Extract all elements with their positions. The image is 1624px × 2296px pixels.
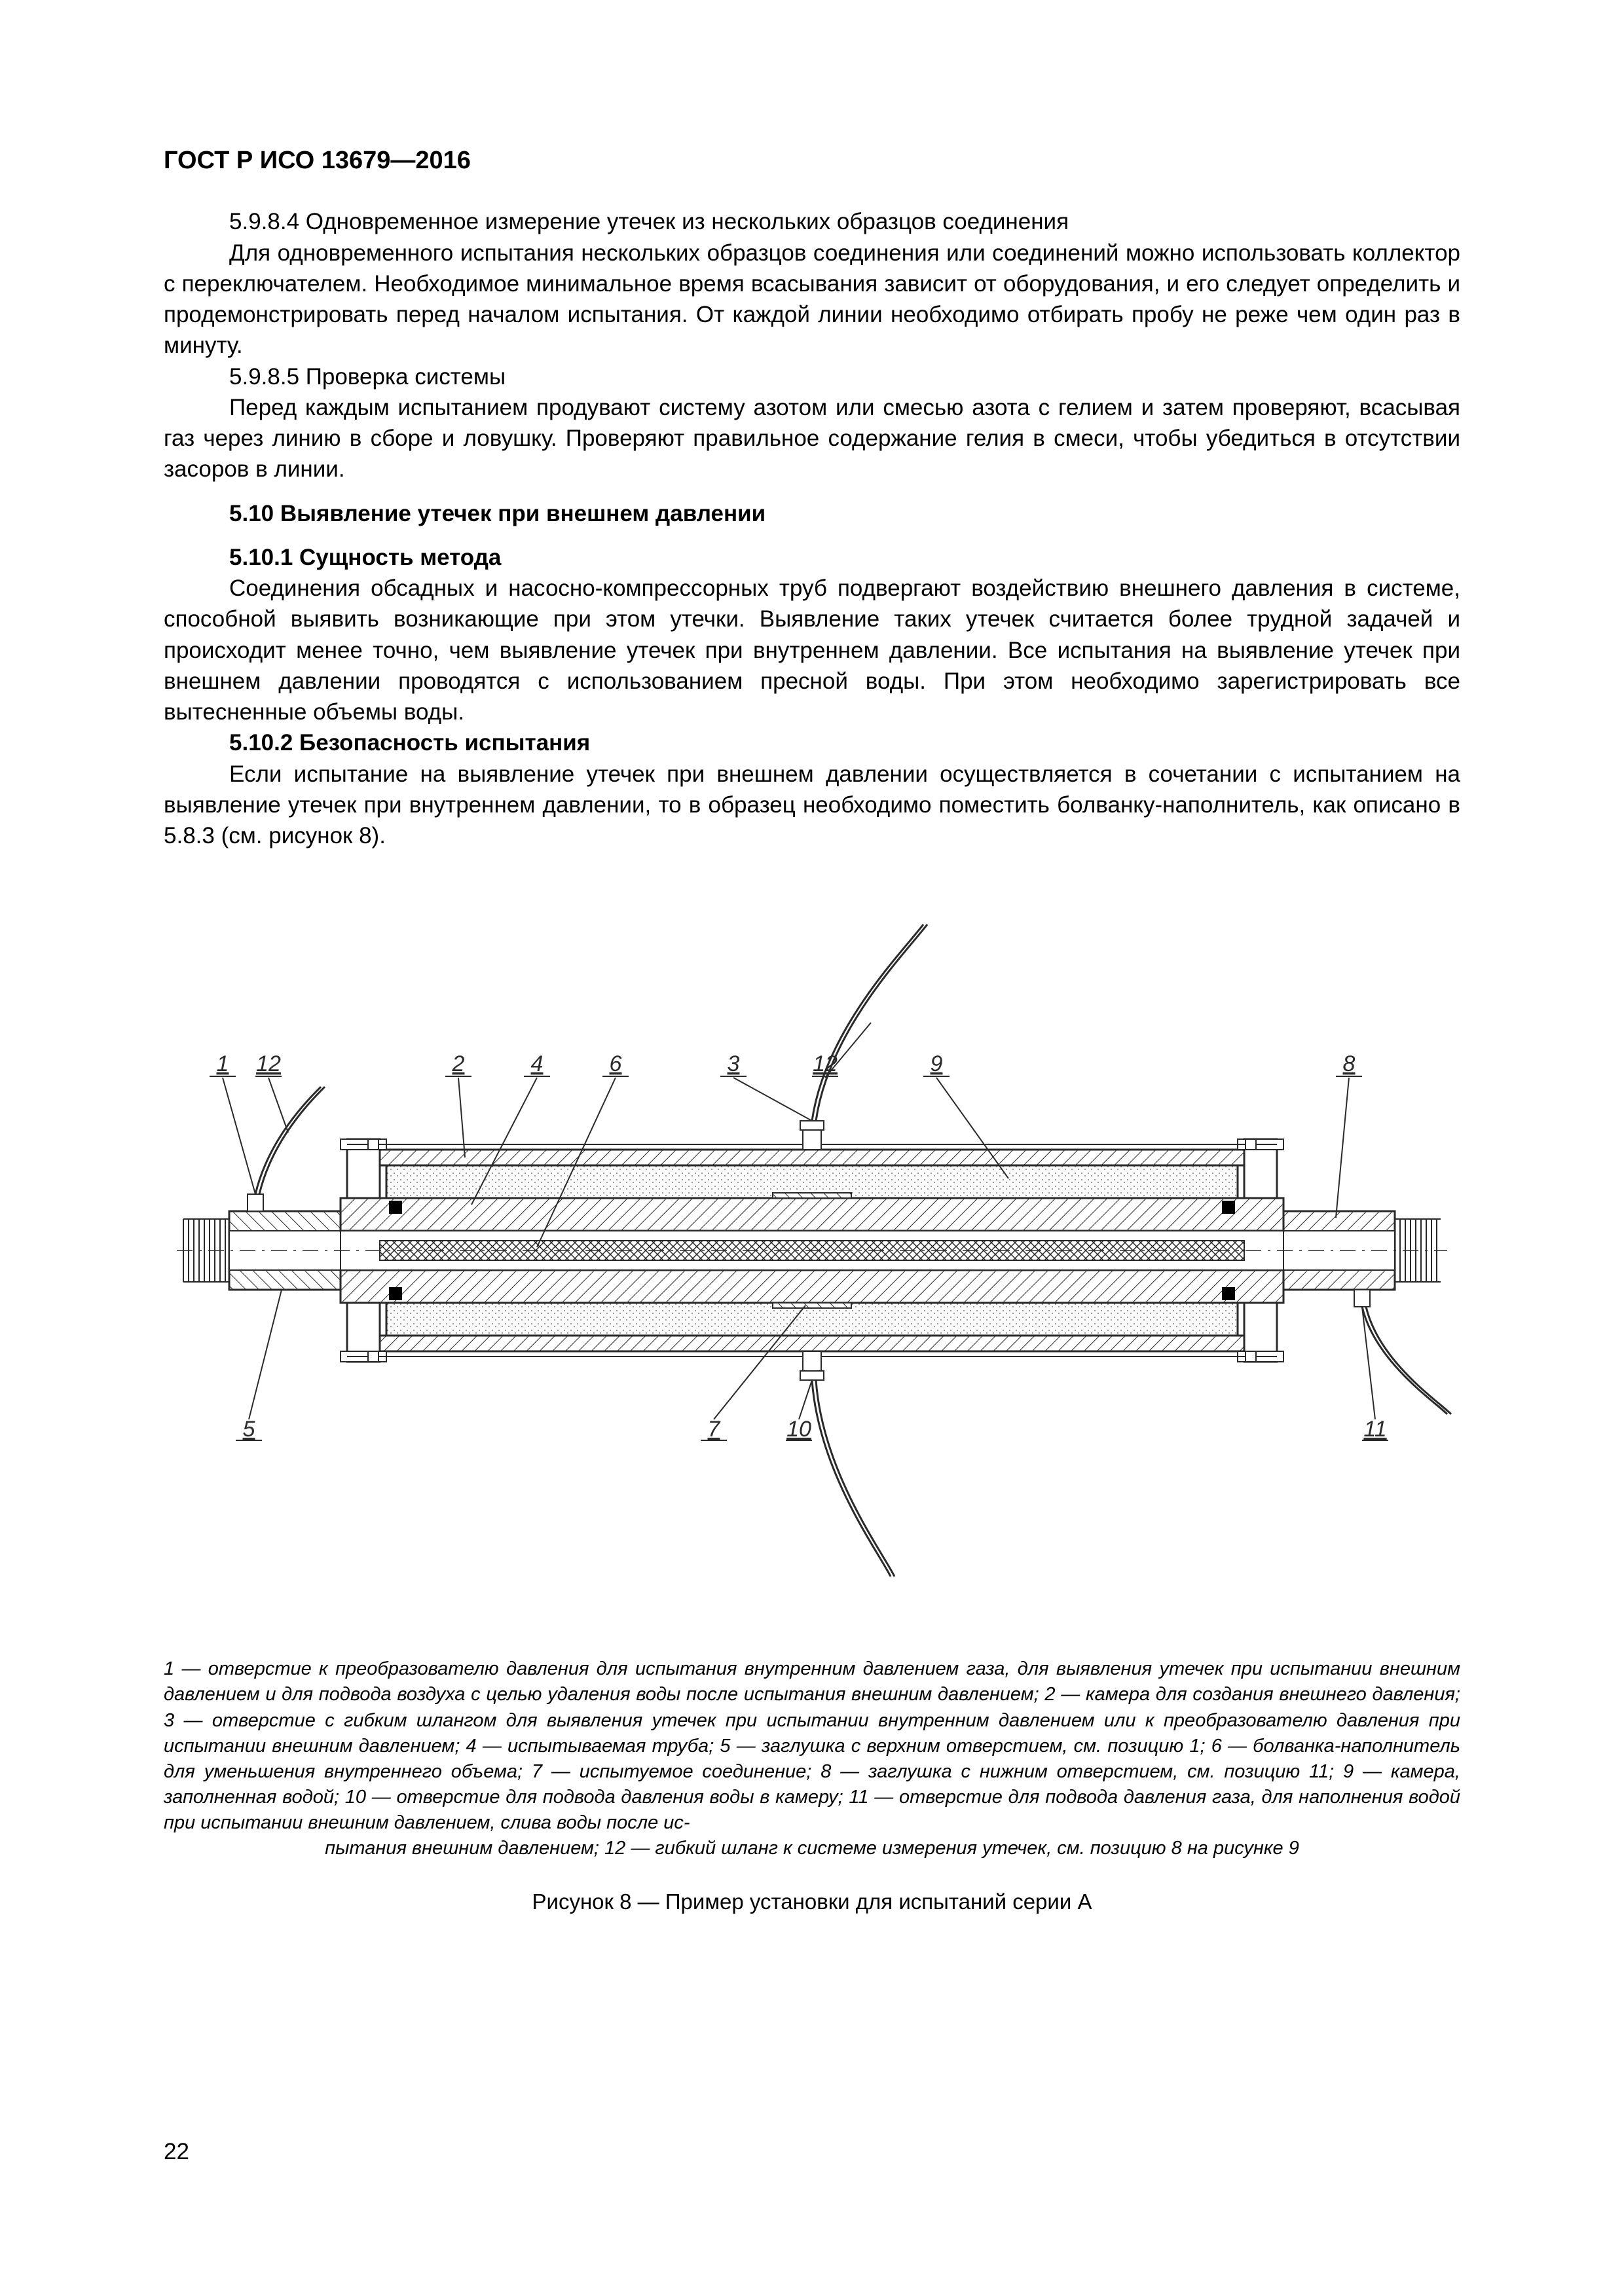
svg-text:11: 11 [1363,1417,1386,1442]
page-number: 22 [164,2139,189,2165]
clause-5-9-8-4-body: Для одновременного испытания нескольких … [164,238,1460,361]
figure-8-svg: 1 12 2 4 6 3 12 9 8 5 7 10 11 [170,877,1454,1624]
section-5-10-title: 5.10 Выявление утечек при внешнем давлен… [164,498,1460,529]
svg-text:5: 5 [243,1417,255,1442]
section-5-10-1-body: Соединения обсадных и насосно-компрессор… [164,573,1460,727]
svg-text:8: 8 [1343,1051,1356,1076]
section-5-10-2-body: Если испытание на выявление утечек при в… [164,759,1460,852]
svg-text:4: 4 [531,1051,544,1076]
svg-text:6: 6 [610,1051,622,1076]
figure-8-legend-last: пытания внешним давлением; 12 — гибкий ш… [164,1836,1460,1861]
figure-8-caption: Рисунок 8 — Пример установки для испытан… [164,1887,1460,1917]
section-5-10-1-title: 5.10.1 Сущность метода [164,542,1460,573]
doc-header: ГОСТ Р ИСО 13679—2016 [164,144,1460,177]
svg-text:9: 9 [931,1051,943,1076]
figure-8: 1 12 2 4 6 3 12 9 8 5 7 10 11 [164,877,1460,1624]
clause-5-9-8-5-title: 5.9.8.5 Проверка системы [164,361,1460,392]
svg-text:2: 2 [452,1051,465,1076]
clause-5-9-8-4-title: 5.9.8.4 Одновременное измерение утечек и… [164,206,1460,237]
svg-text:10: 10 [786,1417,811,1442]
svg-text:12: 12 [256,1051,281,1076]
clause-5-9-8-5-body: Перед каждым испытанием продувают систем… [164,392,1460,485]
svg-text:7: 7 [708,1417,721,1442]
svg-text:12: 12 [813,1051,838,1076]
section-5-10-2-title: 5.10.2 Безопасность испытания [164,727,1460,758]
svg-text:1: 1 [217,1051,229,1076]
svg-text:3: 3 [728,1051,740,1076]
figure-8-legend: 1 — отверстие к преобразователю давления… [164,1656,1460,1836]
